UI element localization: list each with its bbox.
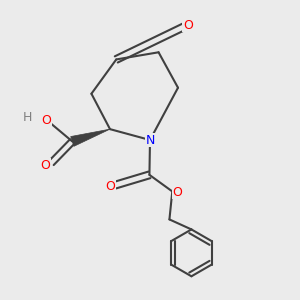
Text: O: O xyxy=(183,19,193,32)
Text: O: O xyxy=(105,180,115,193)
Text: O: O xyxy=(41,114,51,127)
Text: O: O xyxy=(172,186,182,199)
Polygon shape xyxy=(71,129,110,146)
Text: O: O xyxy=(40,159,50,172)
Text: N: N xyxy=(145,134,155,146)
Text: H: H xyxy=(23,111,32,124)
